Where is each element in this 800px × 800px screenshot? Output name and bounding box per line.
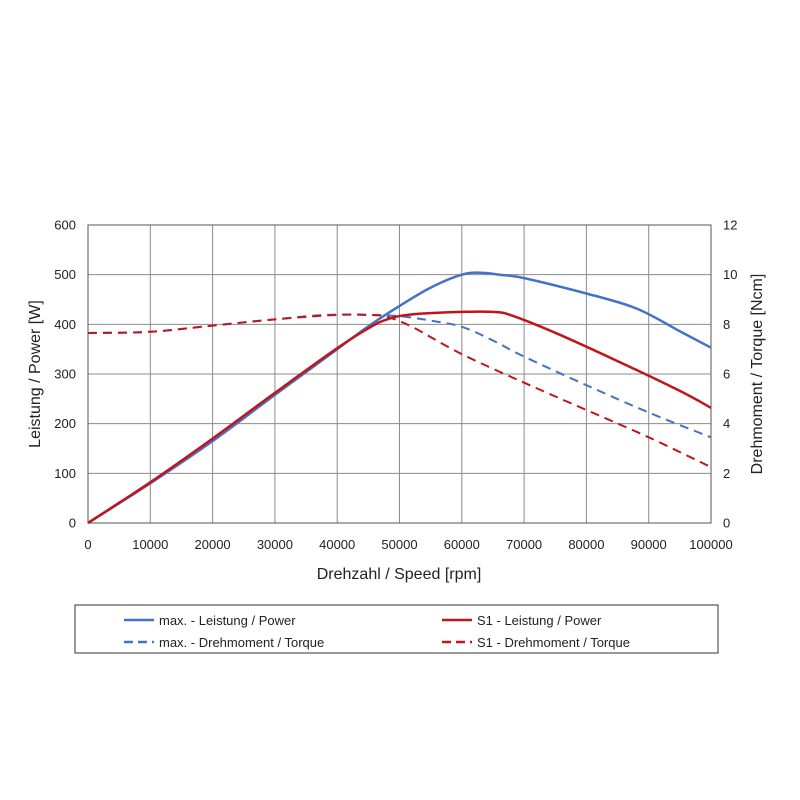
x-tick-label: 40000 [319, 537, 355, 552]
series-layer [87, 271, 712, 525]
x-tick-label: 0 [84, 537, 91, 552]
y-right-tick-label: 10 [723, 267, 737, 282]
x-tick-label: 30000 [257, 537, 293, 552]
y-right-tick-label: 0 [723, 516, 730, 531]
y-right-axis-title: Drehmoment / Torque [Ncm] [749, 274, 766, 475]
x-tick-label: 20000 [195, 537, 231, 552]
legend-box [74, 604, 719, 654]
x-tick-label: 50000 [381, 537, 417, 552]
y-right-tick-label: 4 [723, 416, 730, 431]
max-power-line [87, 271, 712, 525]
x-tick-label: 70000 [506, 537, 542, 552]
y-left-axis-title: Leistung / Power [W] [27, 300, 44, 448]
x-tick-labels: 0 10000 20000 30000 40000 50000 60000 70000 8000… [84, 537, 732, 552]
legend-label-s1-torque: S1 - Drehmoment / Torque [477, 635, 630, 650]
y-right-tick-label: 2 [723, 466, 730, 481]
y-left-tick-label: 0 [69, 516, 76, 531]
y-left-tick-label: 500 [54, 267, 76, 282]
y-right-tick-labels: 0 2 4 6 8 10 12 [723, 218, 737, 531]
y-left-tick-label: 300 [54, 367, 76, 382]
s1-power-line [87, 310, 712, 525]
y-right-tick-label: 12 [723, 218, 737, 233]
x-axis-title: Drehzahl / Speed [rpm] [317, 566, 482, 583]
x-tick-label: 90000 [631, 537, 667, 552]
y-left-tick-label: 400 [54, 317, 76, 332]
x-tick-label: 10000 [132, 537, 168, 552]
legend-label-s1-power: S1 - Leistung / Power [477, 613, 602, 628]
x-tick-label: 60000 [444, 537, 480, 552]
y-right-tick-label: 8 [723, 317, 730, 332]
legend-label-max-power: max. - Leistung / Power [159, 613, 296, 628]
grid [88, 225, 711, 523]
x-tick-label: 100000 [689, 537, 732, 552]
max-torque-line [87, 313, 712, 439]
y-left-tick-label: 200 [54, 416, 76, 431]
plot-area-border [87, 224, 712, 524]
legend: max. - Leistung / Power S1 - Leistung / P… [124, 613, 630, 650]
legend-label-max-torque: max. - Drehmoment / Torque [159, 635, 324, 650]
y-left-tick-label: 100 [54, 466, 76, 481]
y-left-tick-labels: 0 100 200 300 400 500 600 [54, 218, 76, 531]
y-right-tick-label: 6 [723, 367, 730, 382]
y-left-tick-label: 600 [54, 218, 76, 233]
x-tick-label: 80000 [568, 537, 604, 552]
